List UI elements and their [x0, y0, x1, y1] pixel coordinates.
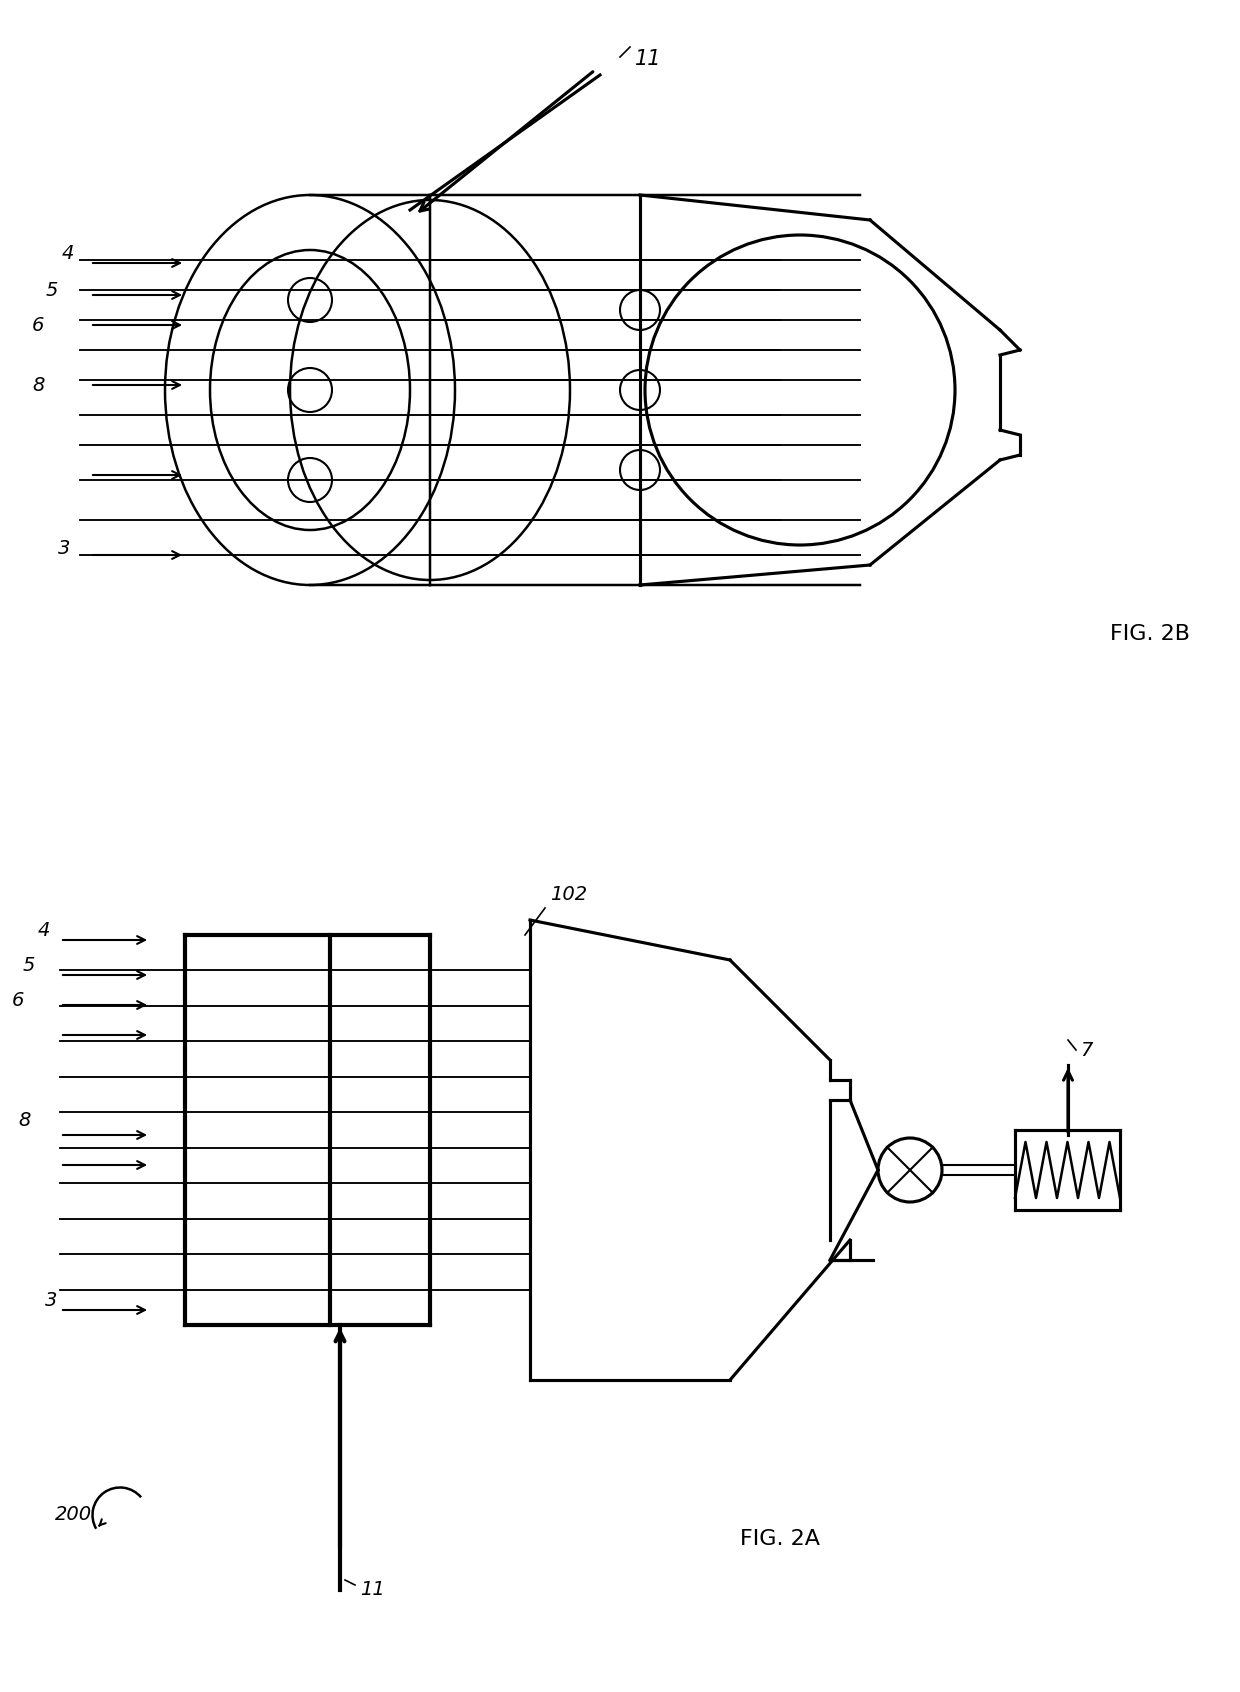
Text: 8: 8 — [19, 1110, 30, 1130]
Text: 7: 7 — [1080, 1041, 1092, 1059]
Text: 4: 4 — [38, 920, 51, 939]
Text: 102: 102 — [551, 885, 587, 904]
Text: 8: 8 — [32, 376, 45, 394]
Text: 3: 3 — [45, 1291, 57, 1310]
Text: 200: 200 — [55, 1504, 92, 1524]
Text: 6: 6 — [12, 990, 25, 1010]
Text: 11: 11 — [360, 1580, 384, 1599]
Text: 5: 5 — [24, 956, 36, 975]
Text: 4: 4 — [62, 244, 74, 262]
Text: FIG. 2B: FIG. 2B — [1110, 624, 1190, 645]
Text: 6: 6 — [32, 315, 45, 335]
Text: 3: 3 — [58, 538, 71, 557]
Text: 5: 5 — [46, 281, 58, 299]
Text: FIG. 2A: FIG. 2A — [740, 1530, 820, 1548]
Text: 11: 11 — [635, 49, 661, 69]
